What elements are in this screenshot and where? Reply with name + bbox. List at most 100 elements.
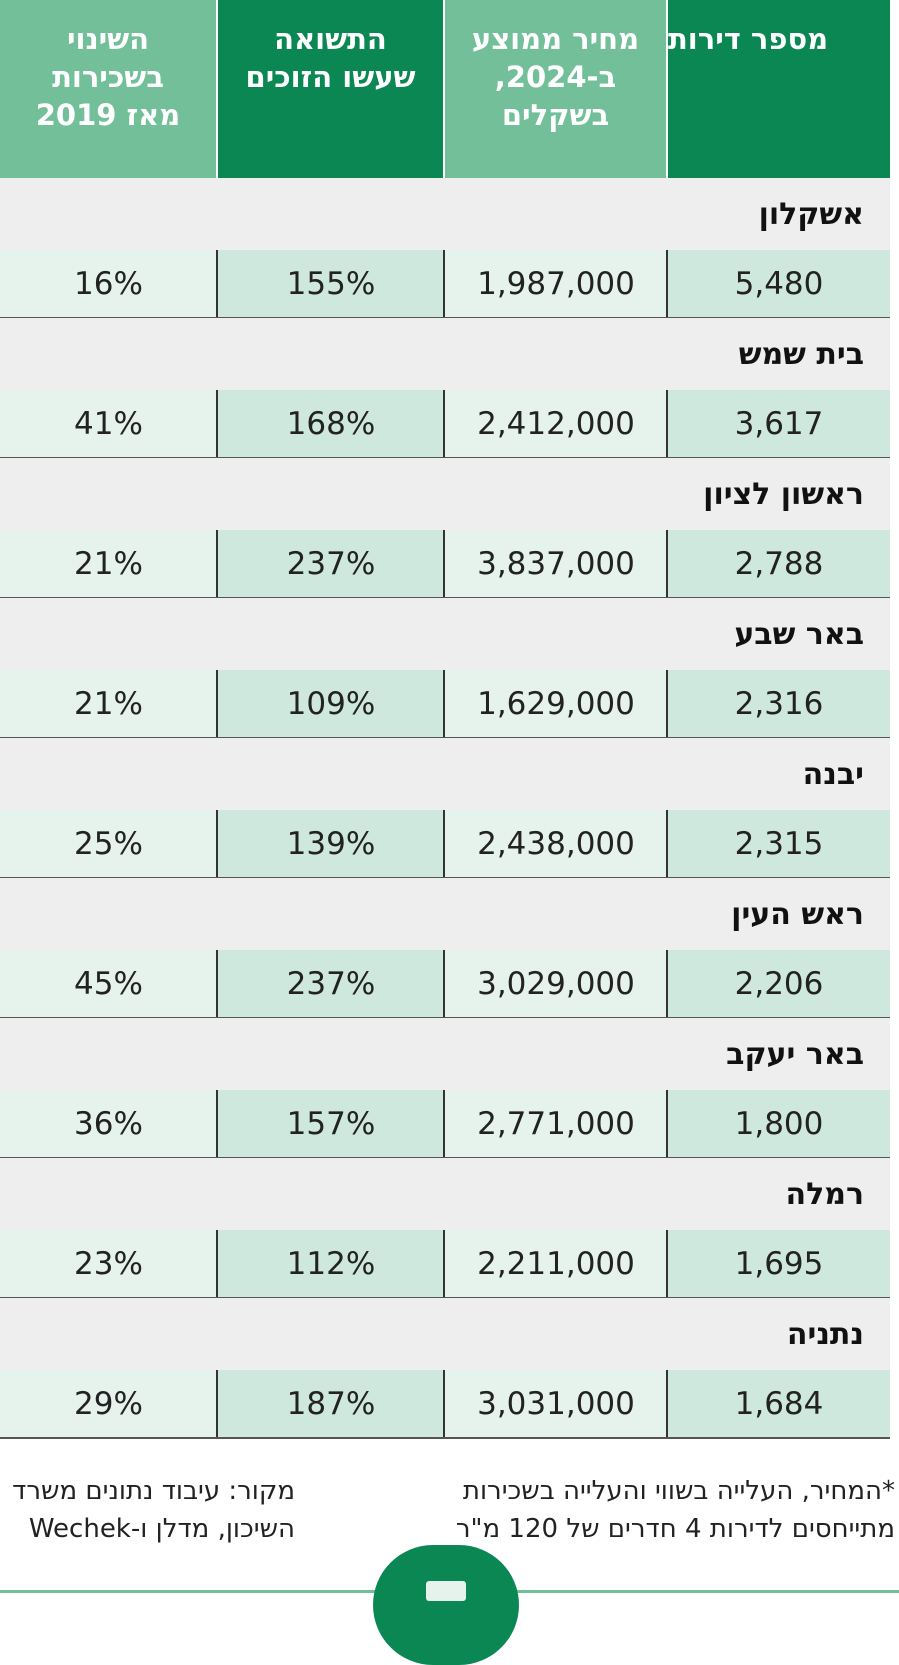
city-row: רמלה xyxy=(0,1158,890,1230)
city-name: ראשון לציון xyxy=(703,476,864,512)
cell-apartments: 2,315 xyxy=(668,810,890,878)
logo-mark-icon xyxy=(426,1581,466,1601)
column-divider xyxy=(216,950,218,1018)
column-divider xyxy=(443,390,445,458)
row-divider xyxy=(0,1437,890,1439)
column-divider xyxy=(666,670,668,738)
cell-avg-price: 2,771,000 xyxy=(445,1090,667,1158)
city-name: רמלה xyxy=(785,1176,864,1212)
cell-apartments: 2,788 xyxy=(668,530,890,598)
cell-rent-change: 21% xyxy=(0,530,217,598)
cell-rent-change: 16% xyxy=(0,250,217,318)
cell-apartments: 1,800 xyxy=(668,1090,890,1158)
cell-rent-change: 36% xyxy=(0,1090,217,1158)
cell-winners-return: 109% xyxy=(218,670,444,738)
table-row: 2,316 1,629,000 109% 21% xyxy=(0,670,890,738)
cell-avg-price: 1,987,000 xyxy=(445,250,667,318)
cell-avg-price: 3,031,000 xyxy=(445,1370,667,1438)
column-divider xyxy=(443,530,445,598)
table-row: 5,480 1,987,000 155% 16% xyxy=(0,250,890,318)
column-divider xyxy=(216,390,218,458)
column-divider xyxy=(216,810,218,878)
column-divider xyxy=(443,1370,445,1438)
cell-rent-change: 45% xyxy=(0,950,217,1018)
cell-winners-return: 168% xyxy=(218,390,444,458)
cell-winners-return: 112% xyxy=(218,1230,444,1298)
cell-apartments: 1,684 xyxy=(668,1370,890,1438)
city-name: ראש העין xyxy=(731,896,864,932)
column-divider xyxy=(666,1090,668,1158)
cell-apartments: 2,206 xyxy=(668,950,890,1018)
column-divider xyxy=(666,530,668,598)
city-name: יבנה xyxy=(802,756,864,792)
city-name: באר יעקב xyxy=(726,1036,864,1072)
cell-winners-return: 155% xyxy=(218,250,444,318)
header-winners-return: התשואה שעשו הזוכים xyxy=(218,0,443,178)
table-row: 1,684 3,031,000 187% 29% xyxy=(0,1370,890,1438)
column-divider xyxy=(216,1230,218,1298)
table-row: 2,788 3,837,000 237% 21% xyxy=(0,530,890,598)
column-divider xyxy=(216,1090,218,1158)
city-row: יבנה xyxy=(0,738,890,810)
column-divider xyxy=(216,250,218,318)
footnote: *המחיר, העלייה בשווי והעלייה בשכירות מתי… xyxy=(455,1476,895,1544)
city-row: נתניה xyxy=(0,1298,890,1370)
notes: מקור: עיבוד נתונים משרד השיכון, מדלן ו-W… xyxy=(0,1472,899,1552)
cell-apartments: 5,480 xyxy=(668,250,890,318)
column-divider xyxy=(666,1370,668,1438)
cell-rent-change: 25% xyxy=(0,810,217,878)
cell-apartments: 3,617 xyxy=(668,390,890,458)
city-name: בית שמש xyxy=(738,336,864,372)
city-row: באר שבע xyxy=(0,598,890,670)
city-row: באר יעקב xyxy=(0,1018,890,1090)
city-name: אשקלון xyxy=(758,196,864,232)
cell-rent-change: 23% xyxy=(0,1230,217,1298)
cell-winners-return: 187% xyxy=(218,1370,444,1438)
cell-winners-return: 237% xyxy=(218,530,444,598)
cell-avg-price: 2,438,000 xyxy=(445,810,667,878)
table-row: 1,695 2,211,000 112% 23% xyxy=(0,1230,890,1298)
cell-avg-price: 2,211,000 xyxy=(445,1230,667,1298)
table-row: 1,800 2,771,000 157% 36% xyxy=(0,1090,890,1158)
city-row: אשקלון xyxy=(0,178,890,250)
cell-winners-return: 139% xyxy=(218,810,444,878)
cell-apartments: 2,316 xyxy=(668,670,890,738)
cell-rent-change: 21% xyxy=(0,670,217,738)
city-row: בית שמש xyxy=(0,318,890,390)
column-divider xyxy=(666,950,668,1018)
cell-rent-change: 29% xyxy=(0,1370,217,1438)
cell-winners-return: 157% xyxy=(218,1090,444,1158)
table-row: 2,206 3,029,000 237% 45% xyxy=(0,950,890,1018)
column-divider xyxy=(443,250,445,318)
cell-apartments: 1,695 xyxy=(668,1230,890,1298)
source-note: מקור: עיבוד נתונים משרד השיכון, מדלן ו-W… xyxy=(12,1476,295,1544)
cell-avg-price: 2,412,000 xyxy=(445,390,667,458)
header-avg-price: מחיר ממוצע ב-2024, בשקלים xyxy=(445,0,666,178)
header-apartments: מספר דירות xyxy=(668,0,890,178)
column-divider xyxy=(443,810,445,878)
cell-avg-price: 1,629,000 xyxy=(445,670,667,738)
city-name: נתניה xyxy=(786,1316,864,1352)
column-divider xyxy=(666,250,668,318)
column-divider xyxy=(666,390,668,458)
column-divider xyxy=(443,1090,445,1158)
header-rent-change: השינוי בשכירות מאז 2019 xyxy=(0,0,216,178)
city-row: ראשון לציון xyxy=(0,458,890,530)
cell-winners-return: 237% xyxy=(218,950,444,1018)
column-divider xyxy=(443,950,445,1018)
city-name: באר שבע xyxy=(734,616,864,652)
cell-avg-price: 3,029,000 xyxy=(445,950,667,1018)
city-row: ראש העין xyxy=(0,878,890,950)
table-row: 3,617 2,412,000 168% 41% xyxy=(0,390,890,458)
table-row: 2,315 2,438,000 139% 25% xyxy=(0,810,890,878)
cell-rent-change: 41% xyxy=(0,390,217,458)
column-divider xyxy=(443,1230,445,1298)
column-divider xyxy=(443,670,445,738)
column-divider xyxy=(216,530,218,598)
column-divider xyxy=(216,670,218,738)
column-divider xyxy=(666,810,668,878)
table-header: מספר דירות מחיר ממוצע ב-2024, בשקלים התש… xyxy=(0,0,890,178)
logo-badge xyxy=(373,1545,519,1665)
cell-avg-price: 3,837,000 xyxy=(445,530,667,598)
column-divider xyxy=(216,1370,218,1438)
